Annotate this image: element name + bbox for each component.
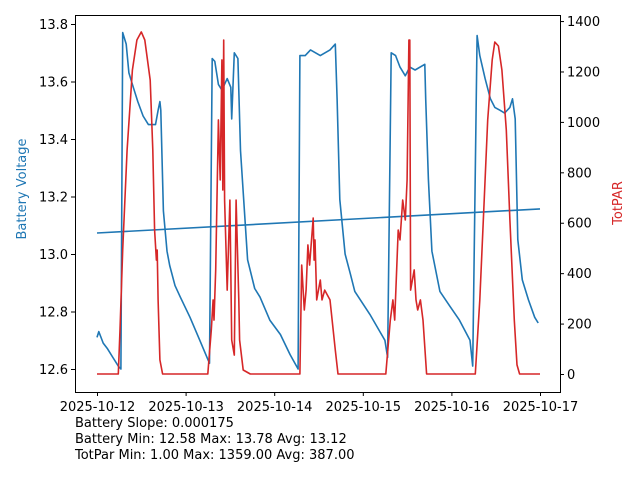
x-tick-label: 2025-10-14 (237, 400, 313, 415)
y2-tick-label: 600 (567, 217, 592, 232)
y2-tick-label: 800 (567, 166, 592, 181)
y-tick-label: 12.8 (39, 306, 68, 321)
y2-tick-label: 0 (567, 368, 575, 383)
totpar-stats-text: TotPar Min: 1.00 Max: 1359.00 Avg: 387.0… (75, 448, 355, 463)
x-tick-label: 2025-10-16 (414, 400, 490, 415)
plot-frame (75, 15, 561, 393)
y-axis-label: Battery Voltage (15, 138, 30, 239)
battery-slope-text: Battery Slope: 0.000175 (75, 416, 234, 431)
y-tick-label: 13.8 (39, 18, 68, 33)
y2-tick-label: 400 (567, 267, 592, 282)
x-tick-label: 2025-10-15 (326, 400, 402, 415)
x-tick-label: 2025-10-13 (148, 400, 224, 415)
y2-tick-label: 1400 (567, 15, 600, 30)
y2-tick-label: 200 (567, 318, 592, 333)
y2-axis-label: TotPAR (611, 181, 626, 226)
y-tick-label: 12.6 (39, 363, 68, 378)
y-tick-label: 13.0 (39, 248, 68, 263)
y-tick-label: 13.6 (39, 76, 68, 91)
stats-block: Battery Slope: 0.000175 Battery Min: 12.… (75, 416, 355, 464)
x-tick-label: 2025-10-17 (503, 400, 579, 415)
totpar-line (97, 31, 540, 375)
y2-tick-label: 1000 (567, 116, 600, 131)
battery-stats-text: Battery Min: 12.58 Max: 13.78 Avg: 13.12 (75, 432, 347, 447)
y2-tick-label: 1200 (567, 65, 600, 80)
y-tick-label: 13.4 (39, 133, 68, 148)
y-tick-label: 13.2 (39, 191, 68, 206)
battery-voltage-line (96, 31, 539, 370)
battery-trend-line (96, 208, 541, 234)
x-tick-label: 2025-10-12 (60, 400, 136, 415)
